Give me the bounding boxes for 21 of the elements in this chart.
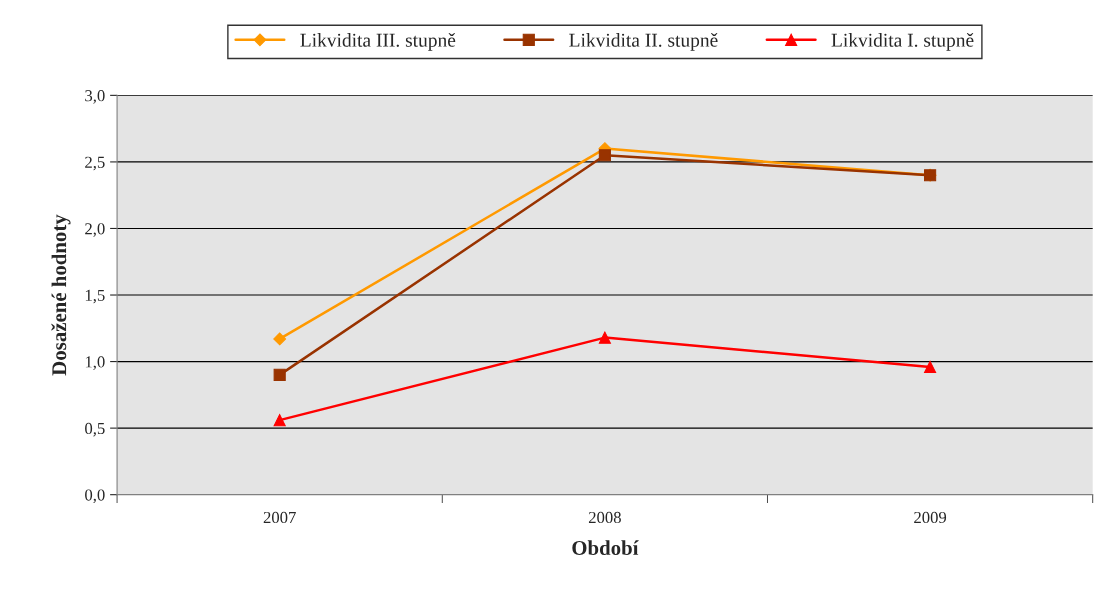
point — [273, 368, 286, 381]
y-tick-label: 2,0 — [85, 223, 105, 237]
x-tick-label: 2009 — [914, 511, 947, 524]
legend-label: Likvidita II. stupně — [569, 33, 718, 51]
point — [924, 360, 937, 373]
x-axis-title: Období — [572, 540, 639, 556]
point — [273, 332, 287, 346]
legend-label: Likvidita III. stupně — [300, 33, 456, 51]
point — [273, 414, 286, 427]
legend-label: Likvidita I. stupně — [831, 33, 974, 51]
x-tick-label: 2008 — [588, 511, 621, 524]
y-axis-title: Dosažené hodnoty — [51, 214, 71, 376]
y-tick-label: 1,0 — [85, 356, 105, 370]
x-tick-label: 2007 — [263, 511, 296, 524]
point — [598, 331, 611, 344]
y-tick-label: 0,5 — [85, 422, 105, 437]
y-tick-label: 1,5 — [85, 289, 105, 304]
point — [598, 149, 611, 162]
y-tick-label: 0,0 — [85, 489, 105, 504]
y-tick-label: 2,5 — [85, 156, 105, 171]
y-tick-label: 3,0 — [85, 90, 105, 104]
